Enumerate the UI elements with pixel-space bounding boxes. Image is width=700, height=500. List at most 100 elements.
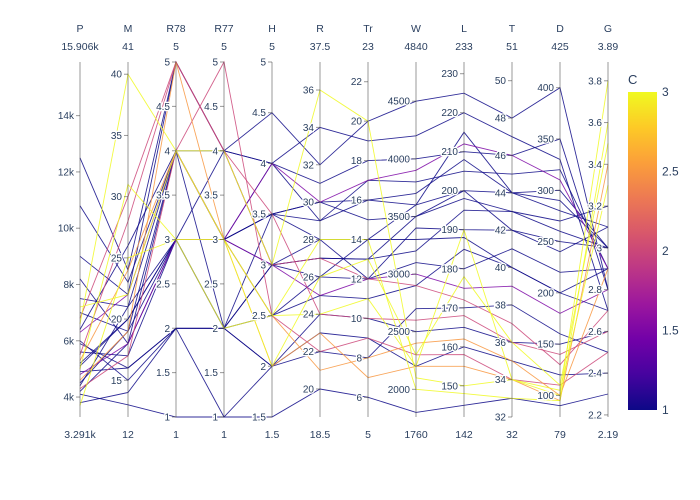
tick-label: 4.5 [252, 108, 266, 119]
colorbar-title: C [628, 72, 637, 87]
tick-label: 20 [111, 315, 123, 326]
tick-label: 4 [164, 146, 170, 157]
axis-range-bottom: 18.5 [310, 429, 331, 441]
tick-label: 3 [596, 243, 602, 254]
axis-title: M [124, 23, 133, 35]
data-line [79, 60, 609, 366]
tick-label: 12k [58, 167, 75, 178]
axis-l: L 233 142 150 160 170 180 190 200 210 220 230 [440, 23, 473, 441]
data-line [79, 237, 609, 367]
data-line [79, 239, 609, 375]
colorbar-tick-label: 1 [662, 403, 669, 417]
tick-label: 20 [303, 384, 315, 395]
tick-label: 5 [164, 58, 170, 69]
data-line [79, 60, 609, 389]
tick-label: 35 [111, 131, 123, 142]
tick-label: 3 [260, 260, 266, 271]
tick-label: 26 [303, 272, 315, 283]
tick-label: 3.8 [588, 76, 602, 87]
data-line [79, 72, 609, 397]
tick-label: 10 [351, 314, 363, 325]
tick-label: 350 [537, 134, 554, 145]
tick-label: 2.5 [204, 279, 218, 290]
data-line [79, 149, 609, 330]
tick-label: 3000 [388, 270, 411, 281]
colorbar-gradient [628, 92, 657, 410]
data-line [79, 238, 609, 345]
tick-label: 2.4 [588, 369, 602, 380]
tick-label: 22 [303, 347, 315, 358]
tick-label: 200 [537, 288, 554, 299]
data-line [79, 185, 609, 406]
tick-label: 34 [303, 123, 315, 134]
axis-r77: R77 5 11 1.5 2 2.5 3 3.5 4 4.5 5 [203, 23, 234, 441]
axis-p: P 15.906k 3.291k 4k 6k 8k 10k 12k 14k [57, 23, 100, 441]
tick-label: 10k [58, 224, 75, 235]
tick-label: 8k [63, 280, 75, 291]
tick-label: 25 [111, 253, 123, 264]
data-line [79, 149, 609, 308]
data-line [79, 61, 609, 402]
axis-m: M 41 12 15 20 25 30 35 40 [110, 23, 134, 441]
data-line [79, 198, 609, 387]
axis-range-top: 37.5 [310, 41, 331, 53]
tick-label: 28 [303, 235, 315, 246]
tick-label: 1.5 [252, 413, 266, 424]
axis-title: Tr [363, 23, 373, 35]
tick-label: 3 [212, 235, 218, 246]
colorbar-tick-label: 3 [662, 85, 669, 99]
axis-range-top: 5 [173, 41, 179, 53]
tick-label: 38 [495, 300, 507, 311]
data-line [79, 143, 609, 387]
axis-title: D [556, 23, 564, 35]
tick-label: 4 [212, 146, 218, 157]
tick-label: 8 [356, 353, 362, 364]
tick-label: 5 [212, 58, 218, 69]
tick-label: 32 [495, 413, 507, 424]
tick-label: 32 [303, 160, 315, 171]
tick-label: 190 [441, 225, 458, 236]
data-line [79, 60, 609, 296]
tick-label: 160 [441, 342, 458, 353]
axes: P15.906k3.291k4k6k8k10k12k14kM4112152025… [57, 23, 619, 441]
tick-label: 2.8 [588, 285, 602, 296]
tick-label: 4k [63, 393, 75, 404]
tick-label: 150 [537, 340, 554, 351]
tick-label: 150 [441, 381, 458, 392]
axis-r78: R78 5 11 1.5 2 2.5 3 3.5 4 4.5 5 [155, 23, 186, 441]
axis-title: R [316, 23, 324, 35]
tick-label: 34 [495, 375, 507, 386]
axis-range-bottom: 12 [122, 429, 134, 441]
tick-label: 24 [303, 310, 315, 321]
tick-label: 4 [260, 159, 266, 170]
tick-label: 180 [441, 264, 458, 275]
axis-r: R 37.5 18.5 20 22 24 26 28 30 32 34 36 [302, 23, 331, 441]
axis-range-top: 15.906k [61, 41, 99, 53]
tick-label: 3.5 [204, 191, 218, 202]
data-line [79, 304, 609, 369]
tick-label: 300 [537, 186, 554, 197]
tick-label: 3.2 [588, 202, 602, 213]
axis-range-top: 3.89 [598, 41, 619, 53]
tick-label: 250 [537, 237, 554, 248]
axis-range-bottom: 3.291k [64, 429, 96, 441]
axis-range-bottom: 1760 [404, 429, 428, 441]
tick-label: 2.6 [588, 327, 602, 338]
data-line [79, 112, 609, 311]
tick-label: 44 [495, 188, 507, 199]
tick-label: 12 [351, 274, 363, 285]
axis-range-top: 425 [551, 41, 569, 53]
tick-label: 48 [495, 114, 507, 125]
tick-label: 50 [495, 76, 507, 87]
axis-range-bottom: 5 [365, 429, 371, 441]
tick-label: 2 [164, 324, 170, 335]
tick-label: 20 [351, 117, 363, 128]
tick-label: 6k [63, 336, 75, 347]
axis-range-top: 233 [455, 41, 473, 53]
tick-label: 40 [495, 263, 507, 274]
axis-range-bottom: 1 [173, 429, 179, 441]
axis-w: W 4840 1760 2000 2500 3000 3500 4000 4500 [387, 23, 428, 441]
axis-range-bottom: 1 [221, 429, 227, 441]
